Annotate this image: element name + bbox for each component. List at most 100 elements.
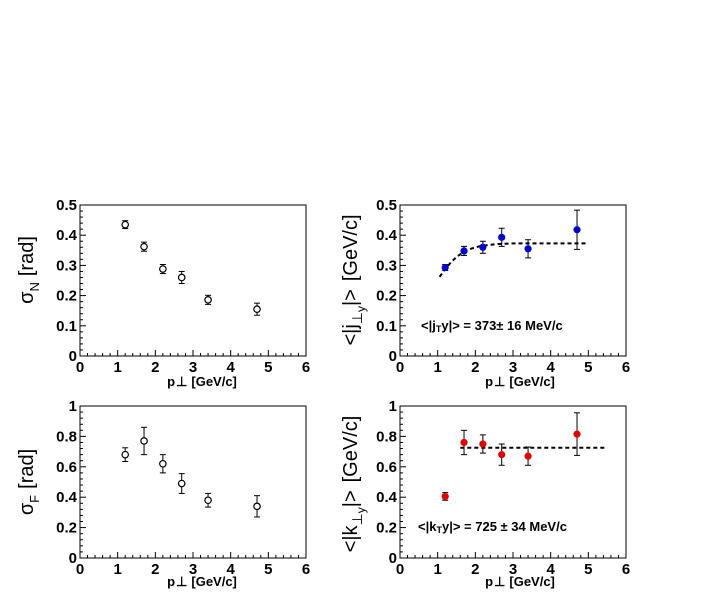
data-point (460, 438, 468, 447)
ticks: 0 1 2 3 4 5 6 0 0.1 0.2 0.3 0.4 0.5 (376, 197, 630, 376)
x-tick-label: 0 (76, 359, 84, 376)
x-tick-label: 3 (509, 359, 517, 376)
data-point (573, 430, 581, 438)
ticks: 0 1 2 3 4 5 6 0 0.1 0.2 0.3 0.4 0.5 (56, 197, 310, 376)
data-point (479, 440, 487, 448)
data-point (479, 243, 487, 251)
y-tick-label: 0 (69, 348, 77, 365)
y-tick-label: 0.1 (376, 318, 397, 335)
plot-frame (399, 204, 627, 357)
data-point (140, 437, 148, 445)
data-point (204, 296, 212, 304)
data-point (253, 502, 261, 511)
x-tick-label: 1 (433, 359, 441, 376)
x-tick-label: 5 (584, 561, 592, 578)
x-tick-label: 2 (151, 561, 159, 578)
panel-sigma-f: 0 1 2 3 4 5 6 0 0.2 0.4 0.6 0.8 1 p⊥ [GeV/c] σF[rad] (16, 398, 310, 589)
y-tick-label: 0.4 (56, 227, 78, 244)
ticks: 0 1 2 3 4 5 6 0 0.2 0.4 0.6 0.8 1 (56, 398, 310, 578)
x-tick-label: 6 (622, 359, 630, 376)
data-point (253, 305, 261, 313)
x-axis-title: p⊥ [GeV/c] (485, 574, 555, 589)
y-tick-label: 0.3 (56, 257, 77, 274)
x-tick-label: 1 (113, 359, 121, 376)
y-tick-label: 0.2 (376, 288, 397, 305)
plot-frame (79, 204, 307, 357)
x-axis-title: p⊥ [GeV/c] (167, 374, 237, 389)
plot-frame (399, 405, 627, 559)
plot-frame (79, 405, 307, 559)
data-point (460, 247, 468, 255)
x-tick-label: 6 (302, 359, 310, 376)
ticks: 0 1 2 3 4 5 6 0 0.2 0.4 0.6 0.8 1 (376, 398, 630, 578)
x-tick-label: 2 (151, 359, 159, 376)
data-point (524, 245, 532, 253)
x-tick-label: 2 (471, 561, 479, 578)
x-tick-label: 6 (302, 561, 310, 578)
data-point (121, 220, 130, 229)
x-tick-label: 4 (226, 561, 235, 578)
x-tick-label: 0 (76, 561, 84, 578)
x-tick-label: 5 (264, 561, 272, 578)
y-tick-label: 0.1 (56, 318, 77, 335)
x-tick-label: 4 (546, 561, 555, 578)
y-tick-label: 0.8 (376, 428, 397, 445)
data-point (121, 450, 130, 459)
data-point (441, 492, 449, 501)
x-tick-label: 1 (433, 561, 441, 578)
panel-jt: 0 1 2 3 4 5 6 0 0.1 0.2 0.3 0.4 0.5 p⊥ [GeV/c] <|j⊥y|… (340, 197, 630, 389)
x-tick-label: 3 (189, 561, 197, 578)
data-point (573, 226, 581, 234)
y-tick-label: 0.5 (376, 197, 397, 214)
y-tick-label: 0.4 (376, 489, 398, 506)
x-axis-title: p⊥ [GeV/c] (167, 574, 237, 589)
fit-annotation: <|kTy|> = 725 ± 34 MeV/c (418, 519, 567, 535)
x-tick-label: 0 (396, 561, 404, 578)
y-tick-label: 1 (69, 398, 77, 415)
x-tick-label: 4 (546, 359, 555, 376)
y-axis-title: σN[rad] (16, 236, 42, 304)
y-tick-label: 0.2 (56, 288, 77, 305)
x-tick-label: 5 (264, 359, 272, 376)
y-axis-title: <|k⊥y|>[GeV/c] (340, 416, 368, 553)
data-point (159, 459, 167, 468)
data-point (498, 451, 506, 459)
x-axis-title: p⊥ [GeV/c] (485, 374, 555, 389)
y-tick-label: 0.2 (376, 520, 397, 537)
data-point (441, 263, 449, 272)
data-point (140, 242, 148, 251)
x-tick-label: 3 (509, 561, 517, 578)
data-point (177, 273, 186, 282)
fit-curve (438, 242, 589, 278)
data-point (159, 265, 167, 273)
fit-annotation: <|jTy|> = 373± 16 MeV/c (421, 318, 563, 334)
y-tick-label: 0.6 (56, 459, 77, 476)
data-point (177, 479, 186, 488)
y-tick-label: 0 (389, 348, 397, 365)
x-tick-label: 4 (226, 359, 235, 376)
x-tick-label: 2 (471, 359, 479, 376)
y-tick-label: 0.5 (56, 197, 77, 214)
x-tick-label: 1 (113, 561, 121, 578)
y-tick-label: 0.6 (376, 459, 397, 476)
x-tick-label: 6 (622, 561, 630, 578)
data-point (524, 452, 532, 460)
marks (121, 220, 261, 316)
y-tick-label: 0.8 (56, 428, 77, 445)
y-tick-label: 0 (389, 550, 397, 567)
data-point (498, 233, 506, 241)
y-tick-label: 0 (69, 550, 77, 567)
x-tick-label: 0 (396, 359, 404, 376)
y-axis-title: σF[rad] (16, 449, 42, 515)
y-axis-title: <|j⊥y|>[GeV/c] (340, 214, 368, 345)
y-tick-label: 0.2 (56, 520, 77, 537)
marks (121, 426, 261, 518)
y-tick-label: 1 (389, 398, 397, 415)
data-point (204, 496, 212, 505)
y-tick-label: 0.4 (56, 489, 78, 506)
marks (441, 412, 608, 501)
x-tick-label: 3 (189, 359, 197, 376)
x-tick-label: 5 (584, 359, 592, 376)
panel-kt: 0 1 2 3 4 5 6 0 0.2 0.4 0.6 0.8 1 p⊥ [GeV/c] <|k⊥y|>[… (340, 398, 630, 589)
